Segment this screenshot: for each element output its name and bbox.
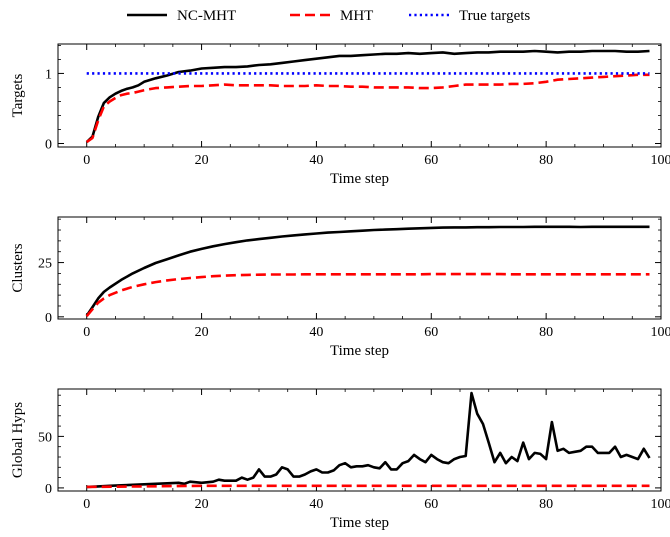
x-tick-label: 80 — [539, 497, 553, 512]
y-tick-label: 25 — [38, 257, 52, 272]
y-tick-label: 50 — [38, 430, 52, 445]
panel-clusters: 0 20 40 60 80 100 0 25 Time step Clusters — [10, 216, 670, 359]
panel-global-hyps: 0 20 40 60 80 100 0 50 Time step Global Hyps — [10, 388, 670, 531]
x-axis-label: Time step — [330, 171, 389, 187]
series-line-nc-mht — [85, 49, 650, 144]
x-tick-label: 60 — [424, 325, 438, 340]
legend-label-2: True targets — [459, 8, 530, 24]
series-line-nc-mht — [85, 225, 650, 317]
series-line-mht — [85, 272, 650, 318]
legend-label-0: NC-MHT — [177, 8, 236, 24]
y-tick-label: 0 — [45, 137, 52, 152]
x-tick-label: 60 — [424, 153, 438, 168]
x-tick-label: 80 — [539, 325, 553, 340]
legend: NC-MHT MHT True targets — [127, 8, 530, 24]
y-tick-label: 0 — [45, 311, 52, 326]
x-tick-label: 20 — [195, 153, 209, 168]
axes-frame — [57, 388, 662, 492]
series-line-mht — [85, 73, 650, 144]
panel-targets: 0 20 40 60 80 100 0 1 Time step Targets — [10, 43, 670, 187]
x-tick-label: 100 — [651, 153, 670, 168]
legend-label-1: MHT — [340, 8, 373, 24]
x-axis-label: Time step — [330, 515, 389, 531]
x-tick-label: 40 — [309, 325, 323, 340]
x-axis-label: Time step — [330, 343, 389, 359]
series-line-nc-mht — [86, 391, 651, 489]
x-tick-label: 80 — [539, 153, 553, 168]
y-axis-label: Targets — [10, 74, 26, 118]
x-tick-label: 20 — [195, 325, 209, 340]
x-tick-label: 60 — [424, 497, 438, 512]
x-tick-label: 40 — [309, 497, 323, 512]
x-tick-label: 20 — [195, 497, 209, 512]
x-tick-label: 0 — [83, 325, 90, 340]
x-tick-label: 0 — [83, 153, 90, 168]
y-axis-label: Global Hyps — [10, 402, 26, 478]
y-tick-label: 0 — [45, 482, 52, 497]
x-tick-label: 100 — [651, 497, 670, 512]
axes-frame — [57, 43, 662, 148]
series-line-mht — [86, 484, 650, 489]
x-tick-label: 40 — [309, 153, 323, 168]
y-axis-label: Clusters — [10, 243, 26, 292]
x-tick-label: 0 — [83, 497, 90, 512]
x-tick-label: 100 — [651, 325, 670, 340]
y-tick-label: 1 — [45, 67, 52, 82]
axes-frame — [57, 216, 662, 320]
